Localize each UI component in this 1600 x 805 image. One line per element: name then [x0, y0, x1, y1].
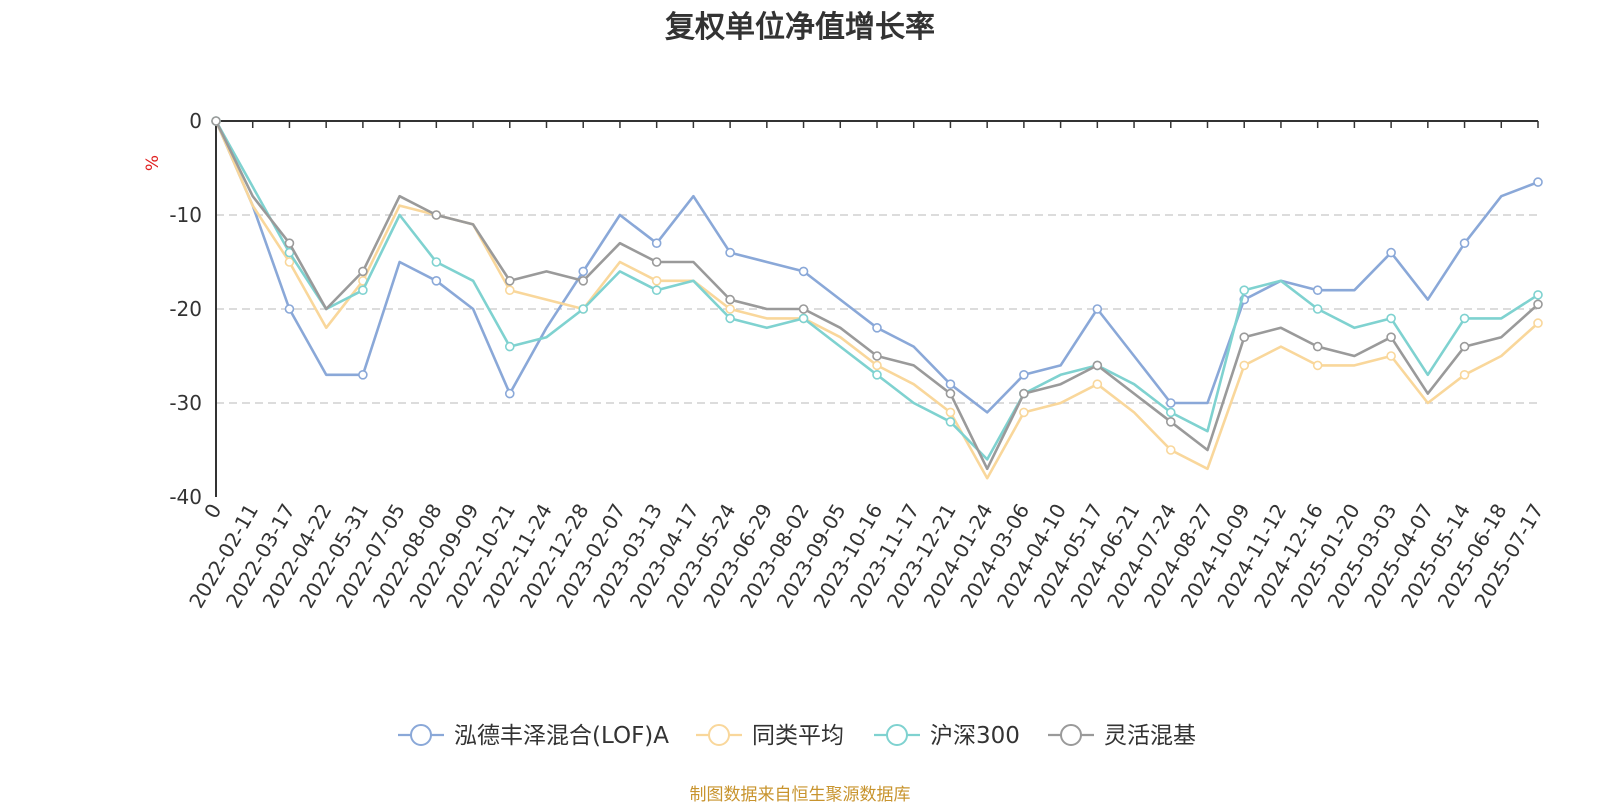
series-2-point [1533, 290, 1543, 300]
series-2-point [358, 285, 368, 296]
line-chart: 0-10-20-30-40%02022-02-112022-03-172022-… [143, 109, 1548, 749]
series-0-point [1459, 238, 1470, 248]
series-2-point [1165, 407, 1176, 418]
series-3-point [1165, 416, 1176, 427]
series-3-point [431, 210, 442, 220]
series-1-point [1019, 407, 1029, 418]
y-tick-label: -40 [169, 485, 202, 509]
series-0-point [578, 266, 589, 277]
series-1-point [284, 257, 295, 267]
series-0-point [431, 275, 442, 286]
series-1-point [1165, 445, 1176, 455]
series-3-point [1312, 341, 1323, 352]
series-0-point [725, 247, 735, 258]
series-1-point [1459, 369, 1470, 380]
series-line-3 [214, 120, 1539, 471]
series-2-point [1312, 304, 1323, 314]
series-0-point [1019, 369, 1029, 380]
series-3-point [1019, 388, 1029, 399]
series-3-point [651, 257, 662, 267]
series-2-point [725, 313, 735, 324]
series-0-point [1386, 247, 1396, 258]
series-0-point [798, 266, 809, 277]
series-2-point [945, 416, 956, 427]
series-0-point [284, 304, 295, 314]
legend-marker [886, 724, 908, 746]
series-1-point [1386, 351, 1396, 361]
series-1-point [1312, 360, 1323, 371]
legend-label: 沪深300 [930, 723, 1020, 749]
series-1-point [725, 304, 735, 314]
series-3-point [945, 388, 956, 399]
series-1-point [872, 360, 882, 371]
data-source-note: 制图数据来自恒生聚源数据库 [689, 785, 911, 805]
series-3-point [211, 116, 221, 126]
chart-title: 复权单位净值增长率 [665, 10, 935, 45]
series-3-point [284, 238, 295, 248]
y-tick-label: 0 [189, 109, 202, 133]
series-line-1 [214, 120, 1539, 480]
legend-label: 同类平均 [752, 723, 844, 749]
legend-label: 灵活混基 [1104, 723, 1196, 749]
legend-marker [1060, 724, 1082, 746]
y-tick-label: -30 [169, 391, 202, 415]
legend-marker [708, 724, 730, 746]
series-3-point [1092, 360, 1103, 371]
series-3-point [798, 304, 809, 314]
y-tick-label: -20 [169, 297, 202, 321]
series-0-point [358, 369, 368, 380]
series-1-point [504, 285, 515, 296]
y-axis-unit: % [143, 155, 163, 171]
series-3-point [1386, 332, 1396, 343]
series-1-point [945, 407, 956, 418]
series-0-point [945, 379, 956, 390]
series-1-point [1533, 318, 1543, 328]
series-2-point [798, 313, 809, 324]
x-tick-label: 0 [199, 500, 226, 523]
series-0-point [1533, 177, 1543, 187]
series-2-point [578, 304, 589, 314]
series-2-point [1239, 285, 1250, 296]
series-2-point [872, 369, 882, 380]
series-1-point [651, 275, 662, 286]
series-3-point [725, 294, 735, 305]
series-2-point [1386, 313, 1396, 324]
series-2-point [651, 285, 662, 296]
series-2-point [431, 257, 442, 267]
series-0-point [1092, 304, 1103, 314]
series-3-point [578, 275, 589, 286]
series-2-point [1459, 313, 1470, 324]
series-3-point [1459, 341, 1470, 352]
series-0-point [504, 388, 515, 399]
legend-marker [410, 724, 432, 746]
series-1-point [1239, 360, 1250, 371]
series-0-point [872, 322, 882, 333]
series-3-point [872, 351, 882, 361]
series-2-point [504, 341, 515, 352]
series-3-point [504, 275, 515, 286]
legend-label: 泓德丰泽混合(LOF)A [454, 723, 669, 749]
y-tick-label: -10 [169, 203, 202, 227]
series-0-point [651, 238, 662, 248]
series-3-point [1239, 332, 1250, 343]
series-3-point [1533, 299, 1543, 310]
series-0-point [1165, 398, 1176, 408]
series-1-point [1092, 379, 1103, 390]
series-0-point [1312, 285, 1323, 296]
series-3-point [358, 266, 368, 277]
